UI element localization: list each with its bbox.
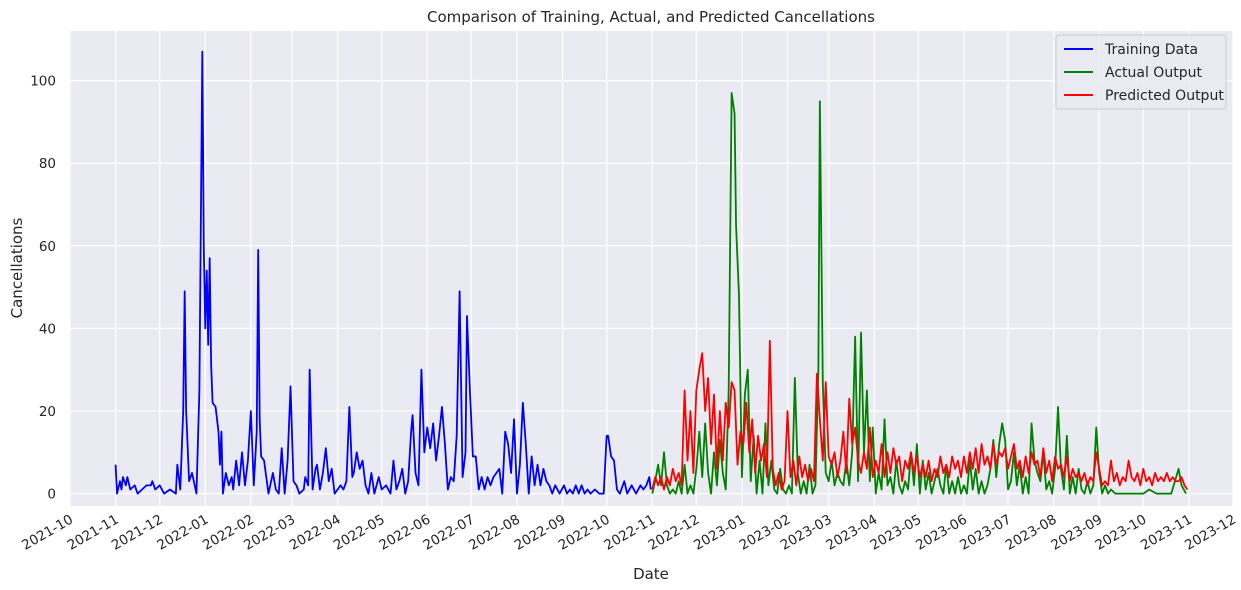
x-tick-label: 2022-01 bbox=[154, 512, 211, 554]
x-tick-label: 2022-07 bbox=[421, 512, 478, 554]
legend-box bbox=[1055, 34, 1227, 110]
x-tick-label: 2022-10 bbox=[556, 512, 613, 554]
x-axis: 2021-102021-112021-122022-012022-022022-… bbox=[19, 512, 1239, 554]
y-axis: 0 20 40 60 80 100 bbox=[30, 74, 56, 503]
x-tick-label: 2022-12 bbox=[645, 512, 702, 554]
x-tick-label: 2023-05 bbox=[868, 512, 925, 554]
x-tick-label: 2023-12 bbox=[1182, 512, 1239, 554]
series-actual-output bbox=[651, 92, 1187, 495]
y-tick-label: 60 bbox=[39, 239, 56, 255]
legend: Training Data Actual Output Predicted Outp… bbox=[1055, 34, 1227, 110]
x-tick-label: 2022-08 bbox=[466, 512, 523, 554]
x-tick-label: 2023-08 bbox=[1003, 512, 1060, 554]
y-tick-label: 100 bbox=[30, 74, 56, 90]
series-line bbox=[651, 92, 1187, 495]
legend-label: Predicted Output bbox=[1105, 88, 1224, 104]
series-layer bbox=[114, 50, 1189, 495]
x-tick-label: 2021-10 bbox=[19, 512, 76, 554]
series-line bbox=[114, 50, 652, 495]
chart-title: Comparison of Training, Actual, and Pred… bbox=[427, 8, 875, 26]
y-tick-label: 20 bbox=[39, 404, 56, 420]
legend-label: Actual Output bbox=[1105, 65, 1202, 81]
x-tick-label: 2022-05 bbox=[331, 512, 388, 554]
x-tick-label: 2023-07 bbox=[957, 512, 1014, 554]
series-predicted-output bbox=[651, 339, 1189, 491]
x-tick-label: 2023-10 bbox=[1092, 512, 1149, 554]
plot-area bbox=[70, 31, 1233, 506]
x-axis-label: Date bbox=[633, 565, 669, 583]
y-axis-label: Cancellations bbox=[8, 217, 26, 318]
series-line bbox=[651, 339, 1189, 491]
x-tick-label: 2021-12 bbox=[109, 512, 166, 554]
y-tick-label: 80 bbox=[39, 156, 56, 172]
series-training-data bbox=[114, 50, 652, 495]
y-tick-label: 40 bbox=[39, 321, 56, 337]
legend-label: Training Data bbox=[1104, 42, 1198, 58]
x-tick-label: 2023-01 bbox=[691, 512, 748, 554]
y-tick-label: 0 bbox=[47, 487, 56, 503]
